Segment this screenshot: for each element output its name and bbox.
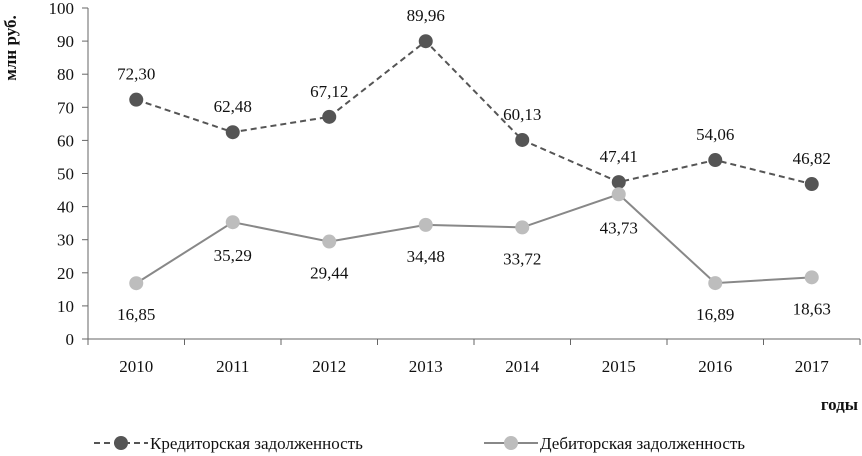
point-debtor	[225, 215, 240, 230]
data-label-creditor: 72,30	[117, 65, 155, 84]
point-creditor	[418, 34, 433, 49]
series-lines	[135, 39, 812, 285]
point-creditor	[611, 175, 626, 190]
y-tick-label: 70	[57, 98, 74, 117]
data-label-creditor: 46,82	[793, 149, 831, 168]
point-debtor	[418, 217, 433, 232]
point-debtor	[322, 234, 337, 249]
data-label-debtor: 33,72	[503, 249, 541, 268]
data-label-debtor: 18,63	[793, 299, 831, 318]
point-creditor	[322, 109, 337, 124]
x-tick-label: 2014	[505, 357, 540, 376]
series-line-debtor	[135, 193, 812, 285]
point-creditor	[225, 125, 240, 140]
point-debtor	[804, 270, 819, 285]
point-creditor	[515, 132, 530, 147]
x-tick-label: 2015	[602, 357, 636, 376]
y-tick-label: 30	[57, 231, 74, 250]
y-tick-label: 100	[49, 0, 75, 18]
legend: Кредиторская задолженность Дебиторская за…	[94, 434, 745, 453]
point-creditor	[129, 92, 144, 107]
x-tick-labels: 2010 2011 2012 2013 2014 2015 2016 2017	[119, 357, 829, 376]
x-axis-title: годы	[821, 395, 858, 414]
x-tick-label: 2016	[698, 357, 732, 376]
point-creditor	[804, 177, 819, 192]
point-debtor	[611, 187, 626, 202]
y-tick-label: 50	[57, 165, 74, 184]
data-label-debtor: 34,48	[407, 247, 445, 266]
data-label-creditor: 67,12	[310, 82, 348, 101]
data-label-debtor: 29,44	[310, 264, 349, 283]
data-label-creditor: 54,06	[696, 125, 734, 144]
x-tick-label: 2017	[795, 357, 830, 376]
x-tick-label: 2013	[409, 357, 443, 376]
y-tick-label: 80	[57, 65, 74, 84]
y-tick-label: 60	[57, 131, 74, 150]
point-creditor	[708, 153, 723, 168]
y-axis-title: млн руб.	[1, 15, 20, 80]
x-tick-label: 2011	[216, 357, 249, 376]
y-tick-label: 40	[57, 198, 74, 217]
y-tick-label: 0	[66, 330, 75, 349]
data-label-debtor: 35,29	[214, 246, 252, 265]
data-label-debtor: 16,89	[696, 305, 734, 324]
data-label-debtor: 43,73	[600, 218, 638, 237]
data-label-debtor: 16,85	[117, 305, 155, 324]
data-label-creditor: 47,41	[600, 147, 638, 166]
point-debtor	[515, 220, 530, 235]
data-label-creditor: 62,48	[214, 97, 252, 116]
y-tick-labels: 0 10 20 30 40 50 60 70 80 90 100	[49, 0, 75, 349]
data-labels: 72,30 62,48 67,12 89,96 60,13 47,41 54,06 46,82…	[117, 6, 831, 324]
axes	[82, 7, 861, 345]
series-line-creditor	[135, 39, 812, 185]
y-tick-label: 90	[57, 32, 74, 51]
data-label-creditor: 89,96	[407, 6, 445, 25]
y-tick-label: 10	[57, 297, 74, 316]
x-tick-label: 2012	[312, 357, 346, 376]
legend-label-creditor: Кредиторская задолженность	[150, 434, 363, 453]
legend-marker-creditor	[114, 436, 128, 450]
y-tick-label: 20	[57, 264, 74, 283]
series-points	[129, 34, 819, 291]
point-debtor	[129, 276, 144, 291]
x-tick-label: 2010	[119, 357, 153, 376]
data-label-creditor: 60,13	[503, 105, 541, 124]
point-debtor	[708, 276, 723, 291]
legend-marker-debtor	[504, 436, 518, 450]
legend-label-debtor: Дебиторская задолженность	[540, 434, 745, 453]
